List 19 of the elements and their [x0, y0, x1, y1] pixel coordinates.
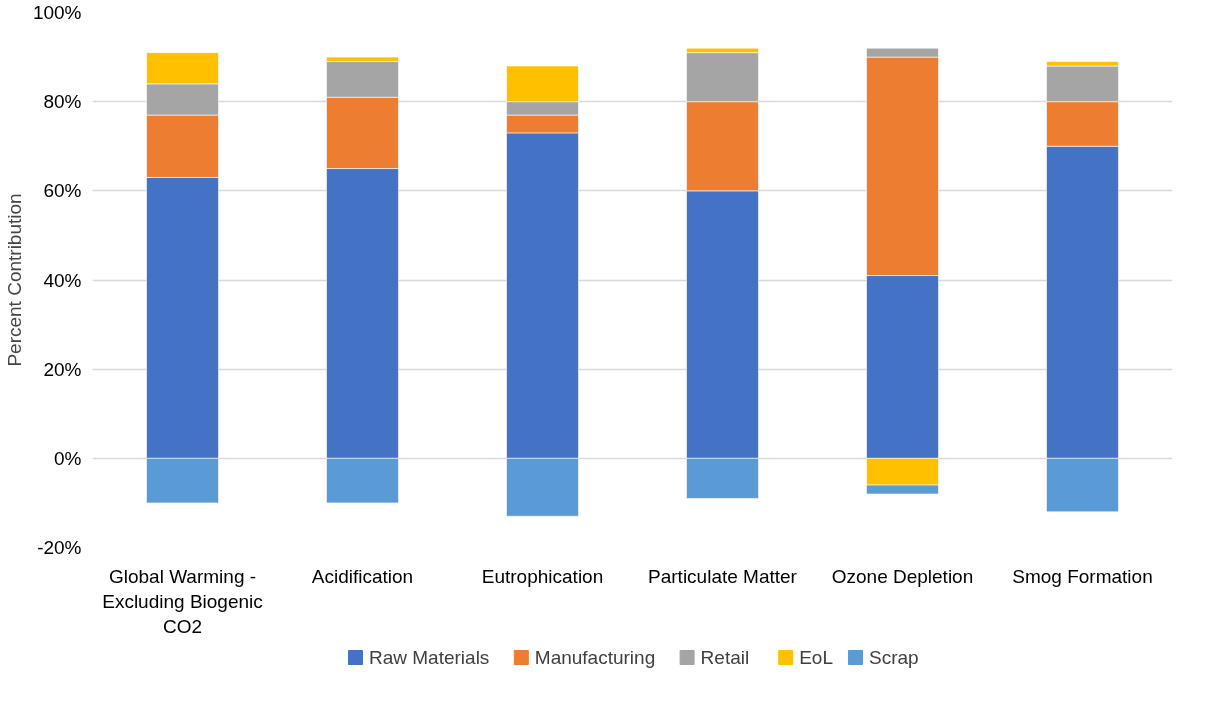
- x-tick-label: Eutrophication: [481, 565, 604, 587]
- x-tick-label: Smog Formation: [1012, 565, 1153, 587]
- legend-label: Scrap: [869, 647, 919, 668]
- x-tick-label: Ozone Depletion: [831, 565, 974, 587]
- y-tick-label: 80%: [43, 91, 82, 113]
- legend-label: EoL: [799, 647, 834, 668]
- y-tick-label: 0%: [54, 447, 82, 469]
- x-tick-label: Global Warming - Excluding Biogenic CO2: [102, 565, 263, 637]
- legend-label: Raw Materials: [369, 647, 490, 668]
- x-tick-label: Acidification: [311, 565, 414, 587]
- y-axis-title: Percent Contribution: [3, 193, 25, 367]
- y-tick-label: -20%: [37, 537, 82, 558]
- y-tick-label: 40%: [43, 269, 82, 291]
- y-tick-label: 100%: [32, 2, 82, 23]
- legend-label: Retail: [700, 647, 750, 668]
- y-tick-label: 60%: [43, 180, 82, 202]
- y-tick-label: 20%: [43, 358, 82, 380]
- legend-label: Manufacturing: [534, 647, 656, 668]
- x-tick-label: Particulate Matter: [648, 565, 798, 587]
